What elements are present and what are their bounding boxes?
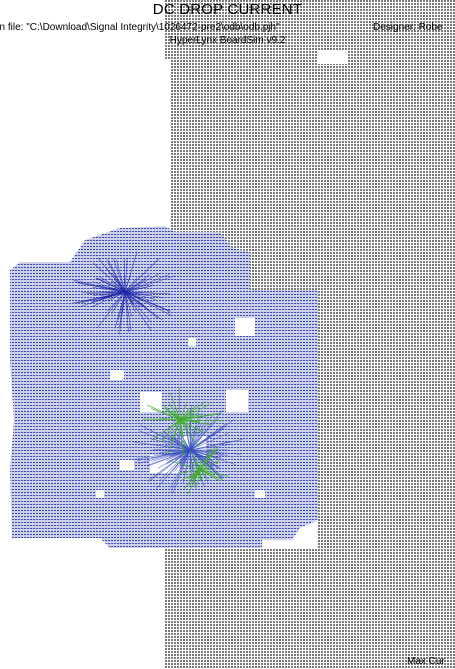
current-vectors: [72, 251, 244, 495]
mesh-cutout: [255, 490, 265, 498]
max-current-label: Max Cur: [407, 656, 445, 667]
board-plane-grid: [165, 0, 455, 669]
mesh-cutout: [120, 460, 134, 470]
tool-version-label: HyperLynx BoardSim v9.2: [169, 35, 286, 46]
designer-label: Designer: Robe: [373, 22, 443, 33]
mesh-cutout: [140, 392, 162, 412]
mesh-cutout: [110, 370, 124, 380]
mesh-cutout: [96, 490, 104, 498]
mesh-cutout: [226, 390, 248, 412]
current-mesh-region: [10, 226, 318, 548]
design-file-label: gn file: "C:\Download\Signal Integrity\1…: [0, 22, 280, 33]
plot-title: DC DROP CURRENT: [152, 1, 303, 18]
mesh-cutout: [188, 338, 196, 346]
board-top-strip: [165, 0, 455, 60]
mesh-cutout: [235, 318, 255, 336]
